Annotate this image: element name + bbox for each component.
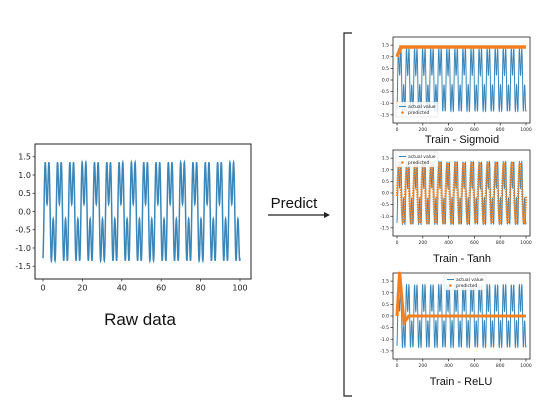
raw-data-x-tick-label: 100 [232,284,247,293]
tanh-x-ticks: 0 200 400 600 800 1000 [396,236,532,246]
tanh-y-tick-label: -1.0 [380,214,389,220]
tanh-chart: 0 200 400 600 800 1000 1.5 1.0 0.5 0.0 -0.5 -1.0 -1… [380,150,532,246]
raw-data-y-tick-label: -1.5 [15,262,31,271]
raw-data-y-tick-label: 1.5 [18,153,31,162]
raw-data-y-tick-label: 0.5 [18,189,31,198]
legend-predicted-swatch [401,111,404,114]
sig-x-tick-label: 0 [396,127,399,133]
tanh-x-tick-label: 1000 [520,240,532,246]
raw-data-x-tick-label: 40 [117,284,127,293]
tanh-y-tick-label: 0.5 [382,179,389,185]
legend-predicted-swatch [401,161,404,164]
sig-y-tick-label: 0.0 [382,78,389,84]
relu-x-tick-label: 1000 [520,363,532,369]
raw-data-chart: 0 20 40 60 80 100 1.5 1.0 0.5 0.0 -0.5 -1.0 -1.5 [15,144,251,293]
legend-actual-label: actual value [408,154,436,160]
sigmoid-x-ticks: 0 200 400 600 800 1000 [396,123,532,133]
sig-x-tick-label: 600 [470,127,479,133]
tanh-y-tick-label: -0.5 [380,202,389,208]
raw-data-x-tick-label: 0 [40,284,45,293]
legend-predicted-label: predicted [408,110,429,116]
raw-data-x-tick-label: 60 [156,284,166,293]
raw-data-x-tick-label: 80 [196,284,206,293]
tanh-x-tick-label: 200 [419,240,428,246]
bracket [344,33,352,396]
sig-y-tick-label: 0.5 [382,66,389,72]
tanh-y-tick-label: -1.5 [380,225,389,231]
sigmoid-chart: 0 200 400 600 800 1000 1.5 1.0 0.5 0.0 -0.5 -1.0 -1… [380,37,532,133]
tanh-y-tick-label: 0.0 [382,191,389,197]
predict-label: Predict [271,195,319,212]
legend-predicted-swatch [449,284,452,287]
relu-y-tick-label: -0.5 [380,325,389,331]
raw-data-caption: Raw data [104,310,176,329]
relu-y-tick-label: 0.0 [382,314,389,320]
sig-y-tick-label: 1.0 [382,54,389,60]
raw-data-y-tick-label: -0.5 [15,226,31,235]
relu-y-tick-label: -1.0 [380,337,389,343]
relu-x-ticks: 0 200 400 600 800 1000 [396,359,532,369]
legend-actual-label: actual value [408,104,436,110]
raw-data-x-ticks: 0 20 40 60 80 100 [40,279,247,293]
tanh-legend: actual value predicted [396,152,438,167]
relu-x-tick-label: 800 [496,363,505,369]
sig-y-tick-label: 1.5 [382,43,389,49]
tanh-y-tick-label: 1.0 [382,167,389,173]
legend-actual-label: actual value [456,277,484,283]
sigmoid-y-ticks: 1.5 1.0 0.5 0.0 -0.5 -1.0 -1.5 [380,43,393,119]
relu-y-ticks: 1.5 1.0 0.5 0.0 -0.5 -1.0 -1.5 [380,279,393,355]
relu-x-tick-label: 400 [444,363,453,369]
predict-arrow [268,212,330,218]
tanh-x-tick-label: 400 [444,240,453,246]
sig-x-tick-label: 800 [496,127,505,133]
relu-x-tick-label: 0 [396,363,399,369]
sigmoid-legend: actual value predicted [396,102,438,117]
legend-predicted-label: predicted [408,160,429,166]
legend-predicted-label: predicted [456,283,477,289]
relu-y-tick-label: 0.5 [382,302,389,308]
sig-y-tick-label: -0.5 [380,89,389,95]
sigmoid-caption: Train - Sigmoid [425,134,499,146]
sig-x-tick-label: 400 [444,127,453,133]
tanh-y-tick-label: 1.5 [382,156,389,162]
sig-x-tick-label: 200 [419,127,428,133]
tanh-x-tick-label: 800 [496,240,505,246]
sig-y-tick-label: -1.5 [380,112,389,118]
tanh-caption: Train - Tanh [433,253,491,265]
sig-x-tick-label: 1000 [520,127,532,133]
raw-data-series-line [43,162,240,260]
relu-y-tick-label: 1.0 [382,290,389,296]
relu-caption: Train - ReLU [430,376,493,388]
relu-legend: actual value predicted [444,275,486,290]
raw-data-y-tick-label: 0.0 [18,207,31,216]
relu-x-tick-label: 200 [419,363,428,369]
relu-y-tick-label: -1.5 [380,348,389,354]
tanh-y-ticks: 1.5 1.0 0.5 0.0 -0.5 -1.0 -1.5 [380,156,393,232]
raw-data-x-tick-label: 20 [77,284,87,293]
relu-chart: 0 200 400 600 800 1000 1.5 1.0 0.5 0.0 -0.5 -1.0 -1… [380,272,532,369]
raw-data-y-tick-label: -1.0 [15,244,31,253]
raw-data-y-ticks: 1.5 1.0 0.5 0.0 -0.5 -1.0 -1.5 [15,153,35,271]
tanh-x-tick-label: 600 [470,240,479,246]
sig-y-tick-label: -1.0 [380,101,389,107]
raw-data-y-tick-label: 1.0 [18,171,31,180]
tanh-x-tick-label: 0 [396,240,399,246]
relu-x-tick-label: 600 [470,363,479,369]
relu-y-tick-label: 1.5 [382,279,389,285]
